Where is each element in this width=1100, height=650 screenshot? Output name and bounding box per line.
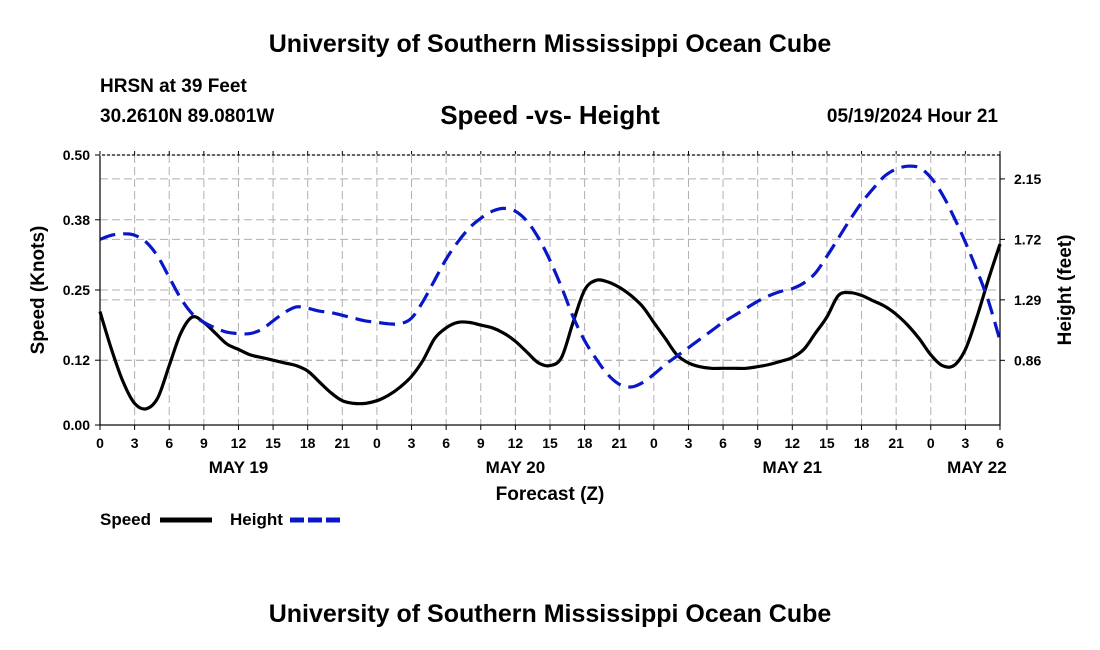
y-tick-label-left: 0.12 [63,352,90,368]
x-tick-label: 0 [373,435,381,451]
x-tick-label: 0 [927,435,935,451]
run-time-label: 05/19/2024 Hour 21 [826,106,998,127]
legend: Speed Height [100,510,342,529]
date-label: MAY 19 [209,458,269,477]
x-tick-label: 18 [300,435,316,451]
x-tick-label: 21 [888,435,904,451]
legend-label-height: Height [230,510,283,529]
x-tick-label: 12 [785,435,801,451]
series-layer [98,164,1002,411]
x-tick-label: 12 [231,435,247,451]
x-tick-label: 6 [996,435,1004,451]
y-tick-label-right: 2.15 [1014,171,1041,187]
x-tick-label: 9 [477,435,485,451]
y-axis-label-left: Speed (Knots) [28,226,49,355]
x-tick-label: 6 [442,435,450,451]
x-tick-label: 3 [131,435,139,451]
x-tick-label: 0 [650,435,658,451]
x-tick-label: 3 [685,435,693,451]
axes: 0 3 6 9 12 15 18 21 0 3 6 9 12 15 18 21 0 3 6 9 12 15 18 21 0 3 6 M… [63,147,1042,477]
x-tick-label: 6 [719,435,727,451]
y-tick-label-left: 0.00 [63,417,90,433]
station-coordinates: 30.2610N 89.0801W [100,106,275,127]
y-tick-label-left: 0.50 [63,147,90,163]
grid [100,155,1000,425]
y-tick-label-right: 0.86 [1014,352,1041,368]
footer-title: University of Southern Mississippi Ocean… [268,600,832,628]
x-tick-label: 21 [611,435,627,451]
x-tick-label: 12 [508,435,524,451]
station-label: HRSN at 39 Feet [100,76,247,97]
x-tick-label: 9 [200,435,208,451]
x-tick-label: 6 [165,435,173,451]
x-tick-label: 18 [854,435,870,451]
x-tick-label: 3 [408,435,416,451]
series-line-height [99,164,1002,389]
legend-label-speed: Speed [100,510,151,529]
y-tick-label-left: 0.25 [63,282,90,298]
series-line-speed [98,243,1002,411]
y-tick-label-right: 1.72 [1014,231,1041,247]
x-tick-label: 15 [542,435,558,451]
chart-title: Speed -vs- Height [440,100,660,130]
x-tick-label: 15 [819,435,835,451]
x-tick-label: 15 [265,435,281,451]
x-tick-label: 9 [754,435,762,451]
y-tick-label-right: 1.29 [1014,292,1041,308]
x-tick-label: 18 [577,435,593,451]
main-title: University of Southern Mississippi Ocean… [268,30,832,58]
date-label: MAY 21 [763,458,823,477]
x-tick-label: 3 [961,435,969,451]
y-tick-label-left: 0.38 [63,212,90,228]
x-tick-label: 0 [96,435,104,451]
date-label: MAY 22 [947,458,1007,477]
x-tick-label: 21 [335,435,351,451]
x-axis-label: Forecast (Z) [496,484,605,505]
y-axis-label-right: Height (feet) [1055,235,1076,346]
date-label: MAY 20 [486,458,546,477]
